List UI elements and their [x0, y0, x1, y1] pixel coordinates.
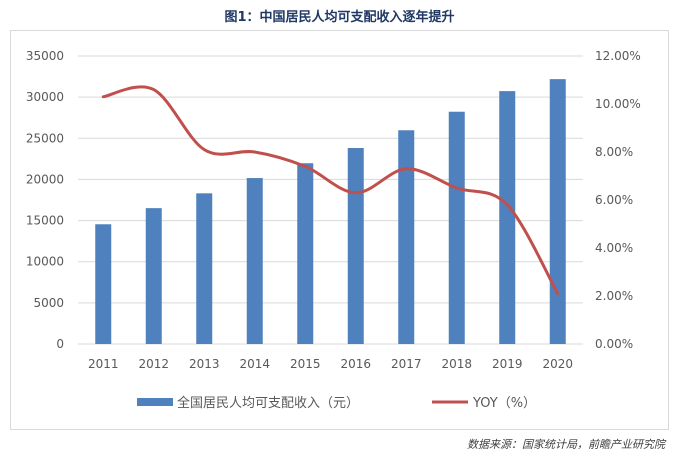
y-right-tick-label: 0.00%	[595, 337, 633, 351]
y-left-tick-label: 20000	[26, 172, 64, 186]
x-tick-label: 2017	[391, 357, 422, 371]
chart-frame	[10, 30, 669, 430]
x-tick-label: 2013	[189, 357, 220, 371]
x-tick-label: 2011	[88, 357, 119, 371]
bar	[95, 224, 112, 344]
bar	[398, 130, 415, 344]
bar	[347, 147, 364, 344]
bar	[448, 111, 465, 345]
bar	[499, 91, 516, 344]
y-left-tick-label: 10000	[26, 255, 64, 269]
bar	[196, 193, 213, 344]
y-right-tick-label: 10.00%	[595, 97, 641, 111]
y-left-tick-label: 0	[56, 337, 64, 351]
x-tick-label: 2015	[290, 357, 321, 371]
bar	[246, 178, 263, 344]
y-left-tick-label: 35000	[26, 49, 64, 63]
x-tick-label: 2014	[239, 357, 270, 371]
x-tick-label: 2018	[441, 357, 472, 371]
y-right-tick-label: 4.00%	[595, 241, 633, 255]
data-source: 数据来源：国家统计局，前瞻产业研究院	[467, 438, 665, 451]
legend-bar-swatch	[137, 398, 173, 406]
x-tick-label: 2020	[542, 357, 573, 371]
bar	[549, 79, 566, 344]
x-tick-label: 2019	[492, 357, 523, 371]
y-left-tick-label: 5000	[33, 296, 64, 310]
y-left-tick-label: 30000	[26, 90, 64, 104]
y-right-tick-label: 12.00%	[595, 49, 641, 63]
legend-bar-label: 全国居民人均可支配收入（元）	[177, 395, 359, 411]
y-right-tick-label: 8.00%	[595, 145, 633, 159]
x-tick-label: 2012	[138, 357, 169, 371]
bar	[145, 208, 162, 344]
y-left-tick-label: 25000	[26, 131, 64, 145]
legend-line-label: YOY（%）	[472, 396, 536, 411]
x-tick-label: 2016	[340, 357, 371, 371]
y-left-tick-label: 15000	[26, 214, 64, 228]
yoy-line	[101, 85, 560, 296]
y-right-tick-label: 2.00%	[595, 289, 633, 303]
chart-title: 图1：中国居民人均可支配收入逐年提升	[224, 10, 455, 25]
y-right-tick-label: 6.00%	[595, 193, 633, 207]
bar	[297, 163, 314, 344]
